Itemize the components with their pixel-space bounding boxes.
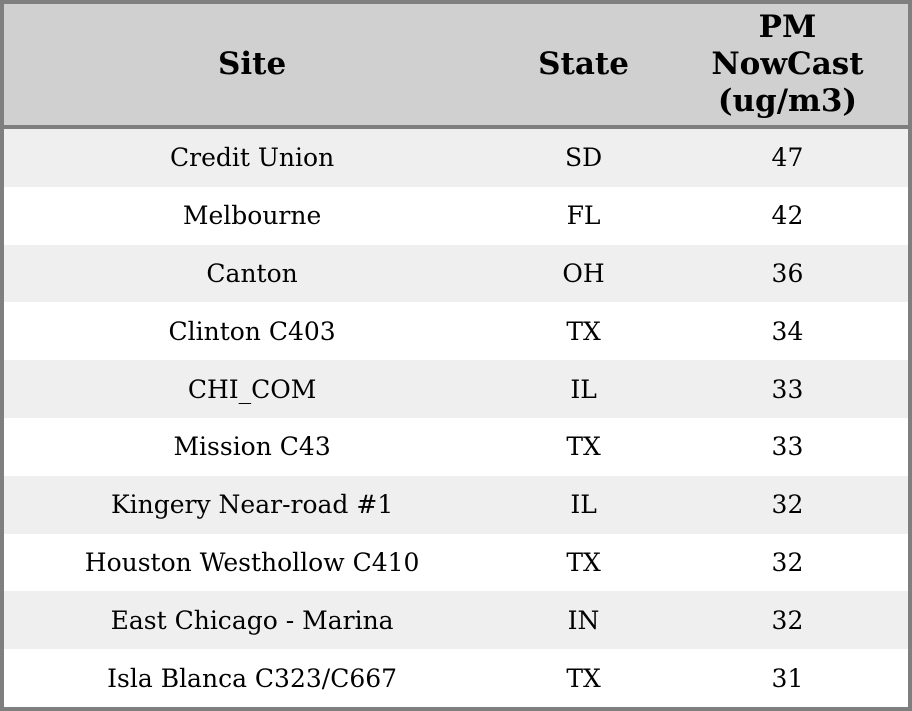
pm-nowcast-cell: 33: [771, 374, 804, 404]
state-cell: TX: [566, 547, 601, 577]
table-row: Kingery Near-road #1 IL 32: [2, 475, 910, 534]
table-row: Houston Westhollow C410 TX 32: [2, 533, 910, 592]
pm-nowcast-cell: 36: [771, 258, 804, 288]
state-cell: IN: [567, 605, 600, 635]
column-header-state: State: [500, 2, 667, 129]
column-header-site: Site: [2, 2, 501, 129]
site-cell: Mission C43: [173, 432, 331, 462]
table-row: Melbourne FL 42: [2, 186, 910, 245]
site-cell: Houston Westhollow C410: [84, 547, 420, 577]
pm-nowcast-cell: 33: [771, 432, 804, 462]
pm-nowcast-cell: 32: [771, 547, 804, 577]
table-row: East Chicago - Marina IN 32: [2, 591, 910, 650]
pm-nowcast-cell: 32: [771, 605, 804, 635]
site-cell: Credit Union: [170, 143, 335, 173]
site-cell: Melbourne: [182, 201, 322, 231]
state-cell: TX: [566, 663, 601, 693]
table-row: Canton OH 36: [2, 244, 910, 303]
pm-nowcast-cell: 47: [771, 143, 804, 173]
state-cell: IL: [570, 490, 597, 520]
column-header-pm-nowcast: PM NowCast (ug/m3): [666, 2, 910, 129]
state-cell: SD: [564, 143, 603, 173]
pm-nowcast-cell: 32: [771, 490, 804, 520]
site-cell: East Chicago - Marina: [110, 605, 394, 635]
site-cell: Clinton C403: [168, 316, 336, 346]
state-cell: TX: [566, 316, 601, 346]
state-cell: FL: [566, 201, 601, 231]
table-body: Credit Union SD 47 Melbourne FL 42 Canton OH 36 C…: [2, 127, 910, 709]
state-cell: IL: [570, 374, 597, 404]
site-cell: Kingery Near-road #1: [110, 490, 394, 520]
pm-nowcast-cell: 31: [771, 663, 804, 693]
pm-nowcast-cell: 34: [771, 316, 804, 346]
table-header: Site State PM NowCast (ug/m3): [2, 2, 910, 129]
site-cell: CHI_COM: [187, 374, 317, 404]
state-cell: OH: [562, 258, 605, 288]
table-row: Clinton C403 TX 34: [2, 302, 910, 361]
table-row: Isla Blanca C323/C667 TX 31: [2, 649, 910, 709]
state-cell: TX: [566, 432, 601, 462]
site-cell: Isla Blanca C323/C667: [107, 663, 398, 693]
header-row: Site State PM NowCast (ug/m3): [2, 2, 910, 129]
site-cell: Canton: [206, 258, 298, 288]
table-row: Credit Union SD 47: [2, 127, 910, 187]
table-row: CHI_COM IL 33: [2, 360, 910, 418]
table-row: Mission C43 TX 33: [2, 417, 910, 476]
pm-nowcast-cell: 42: [771, 201, 804, 231]
